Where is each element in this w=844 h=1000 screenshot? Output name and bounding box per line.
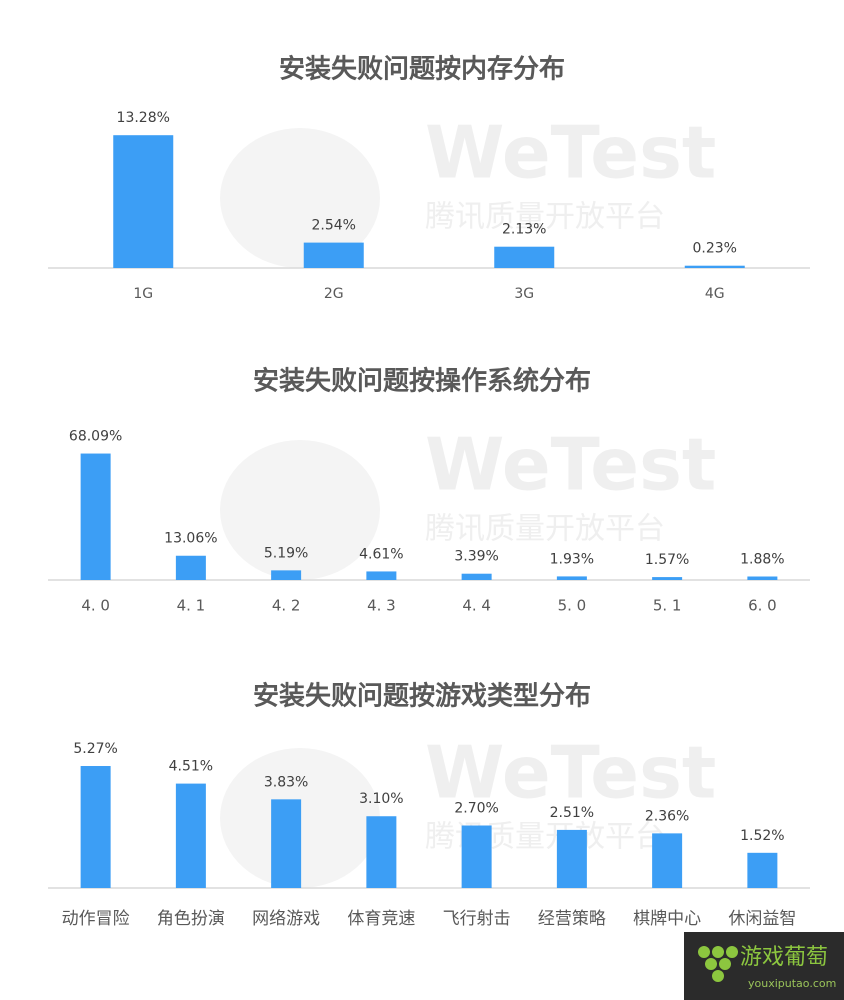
bar	[366, 571, 397, 580]
watermark-logo	[220, 440, 380, 580]
x-tick-label: 休闲益智	[728, 909, 796, 929]
x-tick-label: 4G	[705, 286, 725, 302]
value-label: 3.39%	[454, 549, 498, 565]
value-label: 2.51%	[550, 805, 594, 821]
chart-title: 安装失败问题按内存分布	[279, 54, 565, 85]
value-label: 5.19%	[264, 545, 308, 561]
bar	[461, 825, 492, 888]
chart-title: 安装失败问题按游戏类型分布	[253, 681, 591, 712]
bar	[556, 576, 587, 580]
watermark-subtitle: 腾讯质量开放平台	[425, 820, 665, 855]
value-label: 2.36%	[645, 808, 689, 824]
x-tick-label: 角色扮演	[157, 909, 225, 929]
watermark-subtitle: 腾讯质量开放平台	[425, 512, 665, 547]
bar	[113, 135, 174, 268]
x-tick-label: 2G	[324, 286, 344, 302]
logo-icon	[698, 946, 738, 982]
x-tick-label: 5. 0	[558, 597, 587, 615]
bar	[461, 573, 492, 580]
value-label: 2.70%	[454, 801, 498, 817]
x-tick-label: 体育竞速	[347, 909, 415, 929]
bar	[271, 570, 302, 580]
x-tick-label: 4. 1	[177, 597, 206, 615]
value-label: 1.52%	[740, 828, 784, 844]
value-label: 13.06%	[164, 531, 217, 547]
x-tick-label: 6. 0	[748, 597, 777, 615]
bar	[556, 829, 587, 888]
value-label: 1.93%	[550, 551, 594, 567]
value-label: 4.61%	[359, 546, 403, 562]
watermark-title: WeTest	[425, 111, 716, 195]
x-tick-label: 经营策略	[538, 909, 606, 929]
x-tick-label: 棋牌中心	[633, 909, 701, 929]
bar	[271, 799, 302, 888]
value-label: 3.83%	[264, 774, 308, 790]
bar	[175, 783, 206, 888]
x-tick-label: 5. 1	[653, 597, 682, 615]
watermark-title: WeTest	[425, 423, 716, 507]
x-tick-label: 动作冒险	[62, 909, 130, 929]
bar	[652, 833, 683, 888]
value-label: 68.09%	[69, 429, 122, 445]
watermark-title: WeTest	[425, 731, 716, 815]
value-label: 13.28%	[117, 110, 170, 126]
bar	[652, 577, 683, 580]
bar	[684, 265, 745, 268]
bar	[80, 766, 111, 888]
logo-url: youxiputao.com	[748, 977, 836, 990]
x-tick-label: 4. 0	[81, 597, 110, 615]
bar	[175, 555, 206, 580]
x-tick-label: 网络游戏	[252, 909, 320, 929]
logo-name: 游戏葡萄	[740, 945, 828, 970]
value-label: 3.10%	[359, 791, 403, 807]
bar	[494, 246, 555, 268]
watermark-logo	[220, 128, 380, 268]
watermark-subtitle: 腾讯质量开放平台	[425, 200, 665, 235]
x-tick-label: 3G	[514, 286, 534, 302]
bar	[80, 453, 111, 580]
value-label: 0.23%	[693, 241, 737, 257]
x-tick-label: 飞行射击	[443, 909, 511, 929]
x-tick-label: 1G	[133, 286, 153, 302]
x-tick-label: 4. 3	[367, 597, 396, 615]
value-label: 2.13%	[502, 222, 546, 238]
bar	[747, 576, 778, 580]
value-label: 1.88%	[740, 552, 784, 568]
chart-title: 安装失败问题按操作系统分布	[253, 366, 591, 397]
bar	[747, 852, 778, 888]
x-tick-label: 4. 2	[272, 597, 301, 615]
value-label: 4.51%	[169, 759, 213, 775]
bar	[366, 816, 397, 888]
x-tick-label: 4. 4	[462, 597, 491, 615]
bar	[303, 242, 364, 268]
value-label: 2.54%	[312, 218, 356, 234]
value-label: 1.57%	[645, 552, 689, 568]
value-label: 5.27%	[73, 741, 117, 757]
